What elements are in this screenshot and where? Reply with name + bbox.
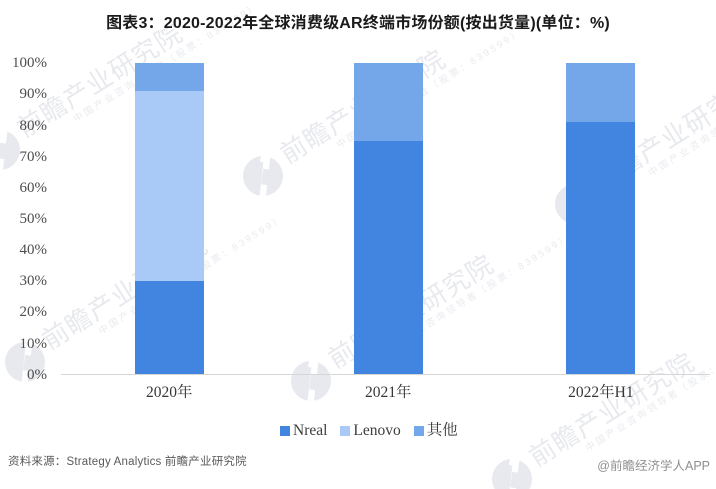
watermark-subtext: 中国产业咨询领导者（股票：839599）: [646, 54, 716, 179]
legend-item-Nreal: Nreal: [280, 422, 328, 439]
app-credit: @前瞻经济学人APP: [597, 459, 710, 473]
y-tick-label: 60%: [19, 179, 48, 196]
legend-item-其他: 其他: [413, 422, 458, 439]
legend-label: Lenovo: [353, 422, 401, 439]
legend-swatch: [280, 426, 290, 436]
bar-segment-Nreal-2020年: [134, 281, 204, 375]
legend: Nreal Lenovo 其他: [280, 422, 458, 439]
y-tick-label: 70%: [19, 148, 48, 165]
legend-label: Nreal: [293, 422, 328, 439]
legend-swatch: [340, 426, 351, 436]
bar-segment-其他-2020年: [134, 63, 204, 92]
x-tick-label: 2022年H1: [568, 384, 634, 401]
legend-swatch: [413, 426, 424, 436]
qianzhan-logo-icon: [243, 150, 283, 204]
y-tick-label: 80%: [19, 117, 48, 134]
legend-item-Lenovo: Lenovo: [340, 422, 401, 439]
y-tick-label: 40%: [19, 242, 48, 259]
y-tick-label: 100%: [12, 55, 47, 72]
bar-segment-Nreal-2022年H1: [566, 122, 636, 375]
y-tick-label: 90%: [19, 86, 48, 103]
x-tick-label: 2020年: [146, 384, 193, 401]
y-tick-label: 10%: [19, 335, 48, 352]
bar-segment-Lenovo-2020年: [134, 91, 204, 282]
qianzhan-logo-icon: [492, 453, 532, 489]
y-tick-label: 50%: [19, 211, 48, 227]
source-note: 资料来源：Strategy Analytics 前瞻产业研究院: [8, 456, 247, 468]
x-tick-label: 2021年: [365, 384, 412, 401]
bar-segment-Nreal-2021年: [353, 141, 423, 375]
legend-label: 其他: [426, 422, 458, 439]
x-axis-line: [61, 374, 710, 375]
bar-segment-其他-2022年H1: [566, 63, 636, 123]
y-tick-label: 0%: [27, 366, 47, 383]
bar-segment-其他-2021年: [353, 63, 423, 142]
y-tick-label: 20%: [19, 304, 48, 321]
y-tick-label: 30%: [19, 273, 48, 290]
chart-title: 图表3：2020-2022年全球消费级AR终端市场份额(按出货量)(单位：%): [106, 15, 610, 32]
